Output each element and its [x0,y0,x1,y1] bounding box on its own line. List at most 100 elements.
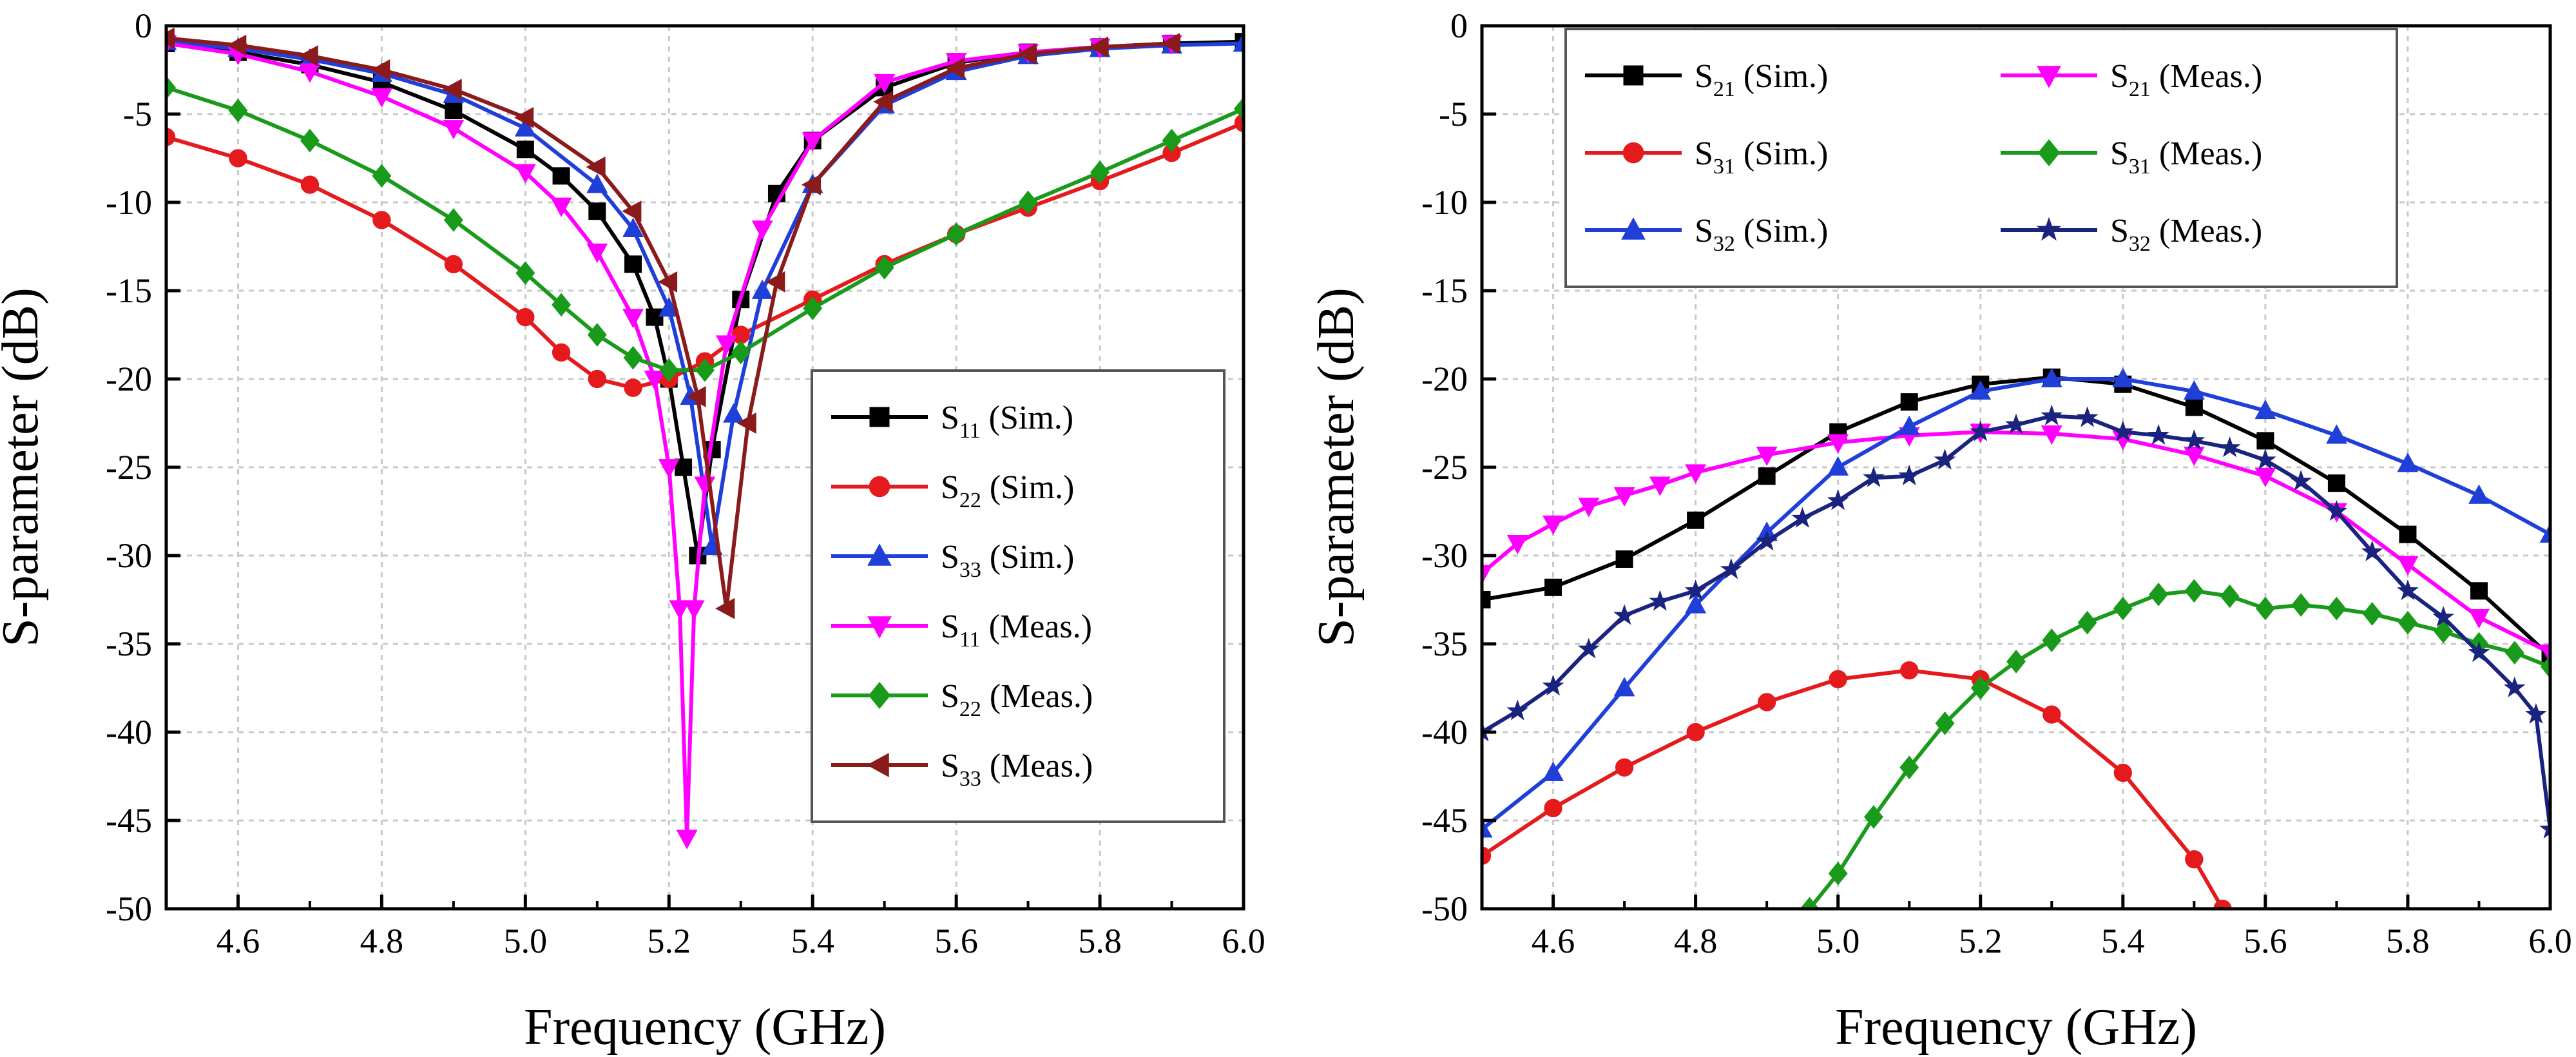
data-point [2255,596,2275,621]
data-point [2468,609,2490,629]
x-tick-label: 6.0 [2528,922,2572,960]
data-point [715,335,737,355]
legend-swatch-marker [2037,139,2061,167]
y-tick-label: -35 [1421,625,1468,663]
y-tick-label: -5 [1439,95,1468,133]
legend-swatch-marker [2037,66,2061,88]
series-layer-left [166,27,1244,849]
data-point [1898,415,1920,435]
data-point [2041,404,2063,425]
legend-swatch-marker [2036,217,2062,241]
data-point [731,340,751,365]
data-point [874,73,896,93]
data-point [736,412,756,434]
legend-item: S22 (Meas.) [831,678,1093,721]
data-point [873,91,893,113]
y-tick-label: -15 [106,271,152,310]
data-point [2256,432,2274,450]
data-point [2432,606,2455,627]
x-tick-label: 4.8 [360,922,404,960]
data-point [676,829,698,849]
ticks-left: 4.6 4.8 5.0 5.2 5.4 5.6 5.8 6.0 0 -5 -10 -15 -20 -25 -… [106,6,1265,960]
data-point [2524,703,2547,724]
legend-label: S21 (Sim.) [1695,58,1828,101]
y-tick-label: -5 [123,95,152,133]
data-point [1898,464,1921,486]
y-axis-title-left: S-parameter (dB) [0,287,49,647]
data-point [514,117,536,137]
data-point [2468,484,2490,504]
data-point [588,369,606,389]
data-point [1900,661,1919,680]
y-tick-label: -25 [1421,448,1468,487]
data-point [1863,805,1883,829]
data-point [550,197,572,217]
legend-label: S31 (Meas.) [2110,135,2262,179]
data-point [2148,423,2169,445]
data-point [1756,446,1778,467]
data-point [622,217,644,237]
y-tick-label: -15 [1421,271,1468,310]
data-point [1544,799,1562,817]
data-point [1543,761,1564,781]
ticks-right: 4.6 4.8 5.0 5.2 5.4 5.6 5.8 6.0 0 -5 -10 -15 -20 -25 -… [1421,6,2572,960]
data-point [2504,641,2524,665]
legend-right: S21 (Sim.) S21 (Meas.) S31 (Sim.) S31 (Meas… [1564,28,2398,288]
legend-item: S33 (Meas.) [831,748,1093,791]
legend-swatch-marker [1622,142,1644,164]
data-point [2361,540,2383,561]
data-point [1900,393,1918,411]
data-point [686,385,706,407]
data-point [1578,498,1600,518]
data-point [1684,579,1707,601]
data-point [1935,711,1955,735]
x-axis-title-right: Frequency (GHz) [1835,999,2197,1056]
legend-label: S33 (Meas.) [941,748,1093,791]
data-point [516,307,535,327]
series-s22-sim [166,113,1244,397]
data-point [2183,380,2205,400]
data-point [444,255,463,274]
data-point [1506,534,1528,555]
data-point [1649,476,1671,496]
legend-swatch-marker [867,616,892,639]
data-point [1969,420,1992,441]
data-point [2041,425,2062,445]
data-point [802,132,823,152]
data-point [300,128,320,153]
x-tick-label: 4.8 [1674,922,1718,960]
data-point [1542,674,1564,696]
data-point [514,164,536,184]
data-point [1017,43,1037,65]
data-point [515,261,535,285]
y-tick-label: 0 [1450,6,1468,45]
chart-left: 4.6 4.8 5.0 5.2 5.4 5.6 5.8 6.0 0 -5 -10 -15 -20 -25 -… [0,6,1265,1056]
data-point [2254,400,2276,420]
legend-box [811,369,1226,823]
data-point [1615,758,1634,777]
data-point [1506,699,1529,721]
legend-label: S32 (Sim.) [1695,213,1828,256]
data-point [2220,584,2240,608]
data-point [2254,467,2276,487]
data-point [1756,530,1778,551]
data-point [1685,594,1707,614]
legend-swatch-marker [867,543,892,566]
data-point [2327,474,2345,492]
data-point [715,597,735,619]
legend-label: S32 (Meas.) [2110,213,2262,256]
data-point [166,27,175,49]
data-point [166,75,176,100]
x-tick-label: 5.6 [2244,922,2287,960]
x-tick-label: 5.4 [2101,922,2145,960]
y-tick-label: -35 [106,625,152,663]
y-tick-label: 0 [135,6,152,45]
data-point [2325,424,2347,444]
y-tick-label: -10 [106,183,152,222]
legend-label: S11 (Meas.) [941,608,1092,652]
data-point [443,120,465,140]
data-point [552,343,571,362]
legend-label: S21 (Meas.) [2110,58,2262,101]
data-point [1162,128,1182,153]
data-point [751,220,773,240]
